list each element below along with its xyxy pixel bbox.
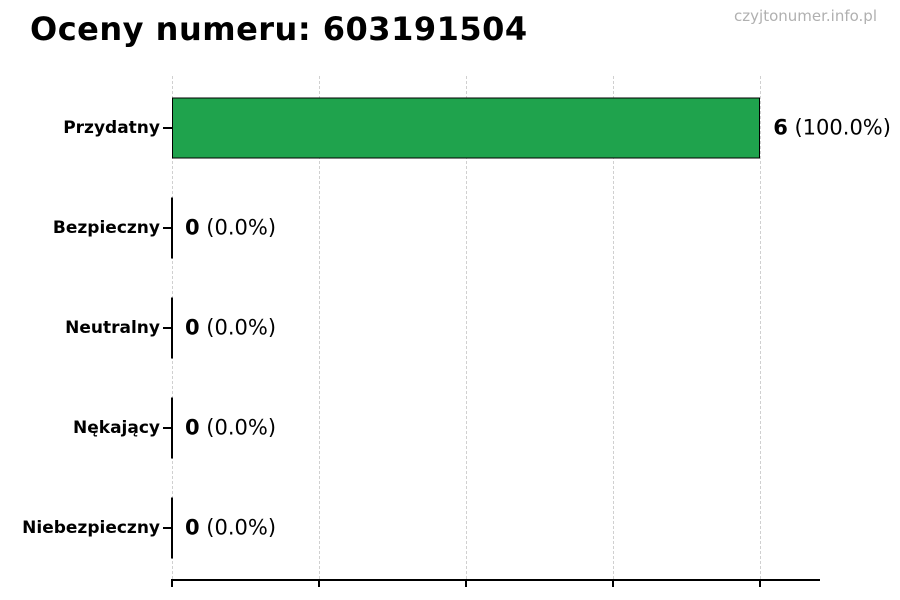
watermark-link[interactable]: czyjtonumer.info.pl <box>734 7 877 25</box>
y-axis-tick <box>163 127 172 129</box>
x-axis-tick <box>318 579 321 587</box>
bar-value-count: 0 <box>185 514 200 539</box>
x-axis-tick <box>612 579 615 587</box>
plot-area: 6 (100.0%) 0 (0.0%) 0 (0.0%) 0 (0.0%) 0 (0.0… <box>163 76 891 587</box>
zero-bar <box>171 297 173 359</box>
x-axis-tick <box>759 579 762 587</box>
category-label: Neutralny <box>65 317 160 338</box>
bar <box>172 97 761 159</box>
y-axis-tick <box>163 426 172 429</box>
bar-value-count: 6 <box>773 115 788 140</box>
bar-value-label: 0 (0.0%) <box>185 315 277 340</box>
gridline <box>760 76 762 579</box>
zero-bar <box>171 397 173 459</box>
bar-value-label: 0 (0.0%) <box>185 215 277 240</box>
category-label: Przydatny <box>63 118 160 138</box>
gridline <box>613 76 615 579</box>
bar-value-count: 0 <box>185 315 200 340</box>
bar-value-label: 6 (100.0%) <box>773 115 891 140</box>
gridline <box>466 76 468 579</box>
y-axis-tick <box>163 526 172 529</box>
x-axis-tick <box>171 579 173 587</box>
x-axis-tick <box>465 579 468 587</box>
zero-bar <box>171 497 173 558</box>
bar-value-count: 0 <box>185 414 200 439</box>
category-label: Niebezpieczny <box>22 517 160 538</box>
category-label: Bezpieczny <box>52 217 160 238</box>
bar-value-label: 0 (0.0%) <box>185 414 277 439</box>
bar-value-count: 0 <box>185 215 200 240</box>
gridline <box>319 76 321 579</box>
zero-bar <box>171 197 173 259</box>
category-label: Nękający <box>73 417 160 438</box>
bar-value-label: 0 (0.0%) <box>185 514 277 539</box>
chart-title: Oceny numeru: 603191504 <box>30 10 528 48</box>
y-axis-tick <box>163 226 172 229</box>
y-axis-tick <box>163 326 172 329</box>
